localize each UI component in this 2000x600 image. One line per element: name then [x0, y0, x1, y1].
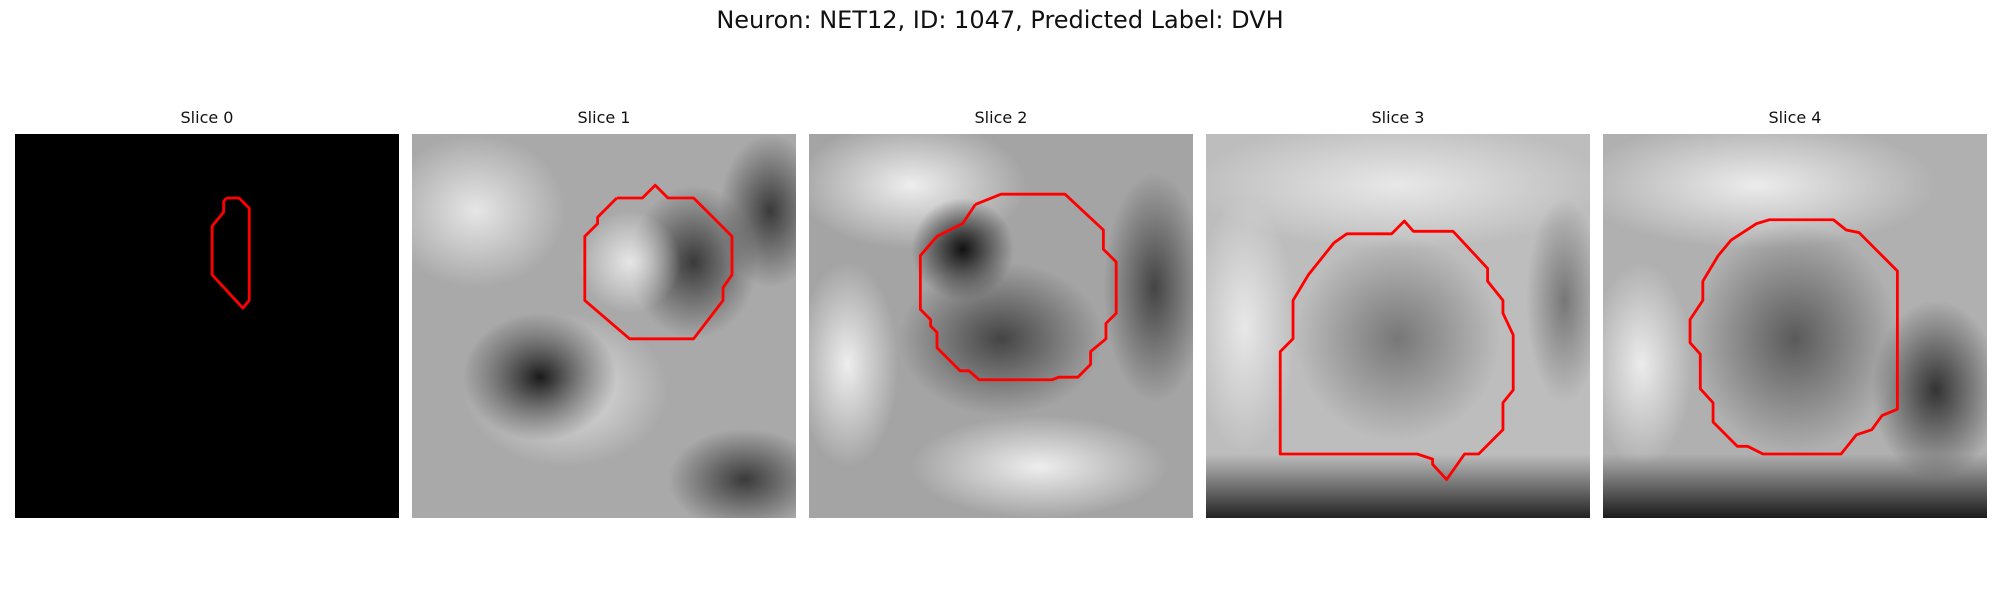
bright-region	[1206, 134, 1590, 250]
bright-region	[809, 262, 899, 467]
bright-region	[412, 134, 566, 288]
dark-band	[1603, 454, 1987, 518]
cell-region	[1295, 236, 1501, 442]
bright-region	[1603, 262, 1693, 467]
figure-title: Neuron: NET12, ID: 1047, Predicted Label…	[716, 6, 1284, 34]
roi-contour	[583, 183, 734, 341]
slice-title-4: Slice 4	[1768, 108, 1822, 127]
bright-region	[911, 415, 1168, 518]
cell-region	[1692, 223, 1898, 454]
dark-region	[668, 428, 796, 518]
slice-image-2	[809, 134, 1193, 518]
roi-contour	[210, 196, 251, 310]
dark-region	[898, 262, 1104, 416]
slice-image-0	[15, 134, 399, 518]
bright-region	[1603, 134, 1936, 250]
roi-contour	[918, 192, 1118, 382]
slice-title-1: Slice 1	[577, 108, 631, 127]
dark-region	[1526, 198, 1590, 403]
roi-contour	[1688, 218, 1899, 456]
slice-title-3: Slice 3	[1371, 108, 1425, 127]
bright-region	[1206, 198, 1296, 454]
roi-contour	[1278, 219, 1515, 482]
dark-region	[719, 134, 796, 288]
slice-title-0: Slice 0	[180, 108, 234, 127]
slice-image-1	[412, 134, 796, 518]
dark-band	[1206, 454, 1590, 518]
dark-region	[463, 313, 617, 442]
slice-image-3	[1206, 134, 1590, 518]
bright-region	[578, 210, 681, 314]
dark-region	[1871, 300, 1987, 480]
slice-image-4	[1603, 134, 1987, 518]
dark-region	[1103, 172, 1193, 403]
slice-title-2: Slice 2	[974, 108, 1028, 127]
slice-background	[15, 134, 399, 518]
